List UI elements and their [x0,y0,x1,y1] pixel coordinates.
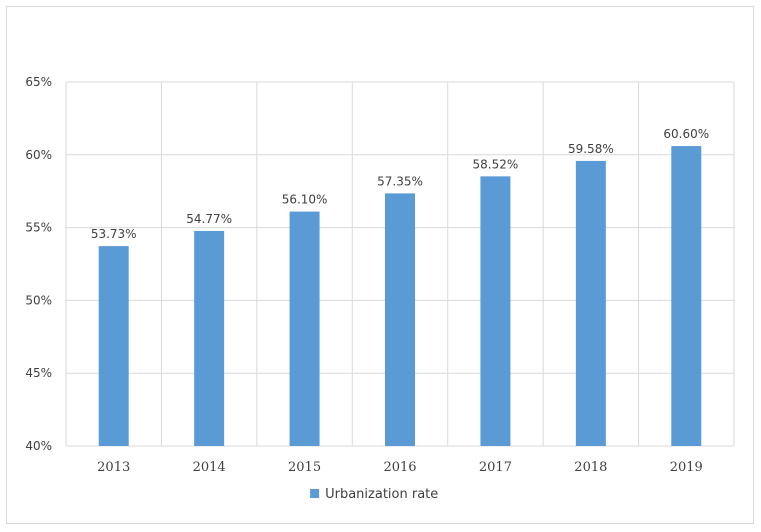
y-tick-label: 55% [25,221,52,235]
bar [385,193,415,446]
y-tick-label: 45% [25,366,52,380]
chart-frame [6,6,754,524]
x-tick-label: 2016 [383,460,416,475]
y-tick-label: 65% [25,75,52,89]
x-tick-label: 2015 [288,460,321,475]
legend-swatch [310,489,320,498]
x-tick-label: 2017 [479,460,512,475]
data-label: 57.35% [377,174,423,188]
bar [194,230,225,446]
legend-label: Urbanization rate [325,487,438,502]
y-tick-label: 40% [25,439,52,453]
data-label: 53.73% [91,227,137,241]
data-label: 58.52% [473,157,519,171]
y-tick-label: 50% [25,293,52,307]
data-label: 59.58% [568,142,614,156]
bar [480,176,511,446]
data-label: 54.77% [186,212,232,226]
x-tick-label: 2018 [574,460,607,475]
bar [289,211,320,446]
x-tick-label: 2014 [193,460,226,475]
x-tick-label: 2013 [97,460,130,475]
bar [575,160,606,446]
y-tick-label: 60% [25,148,52,162]
bar [671,146,702,446]
data-label: 56.10% [282,193,328,207]
data-label: 60.60% [663,127,709,141]
x-tick-label: 2019 [670,460,703,475]
bar [98,246,129,446]
